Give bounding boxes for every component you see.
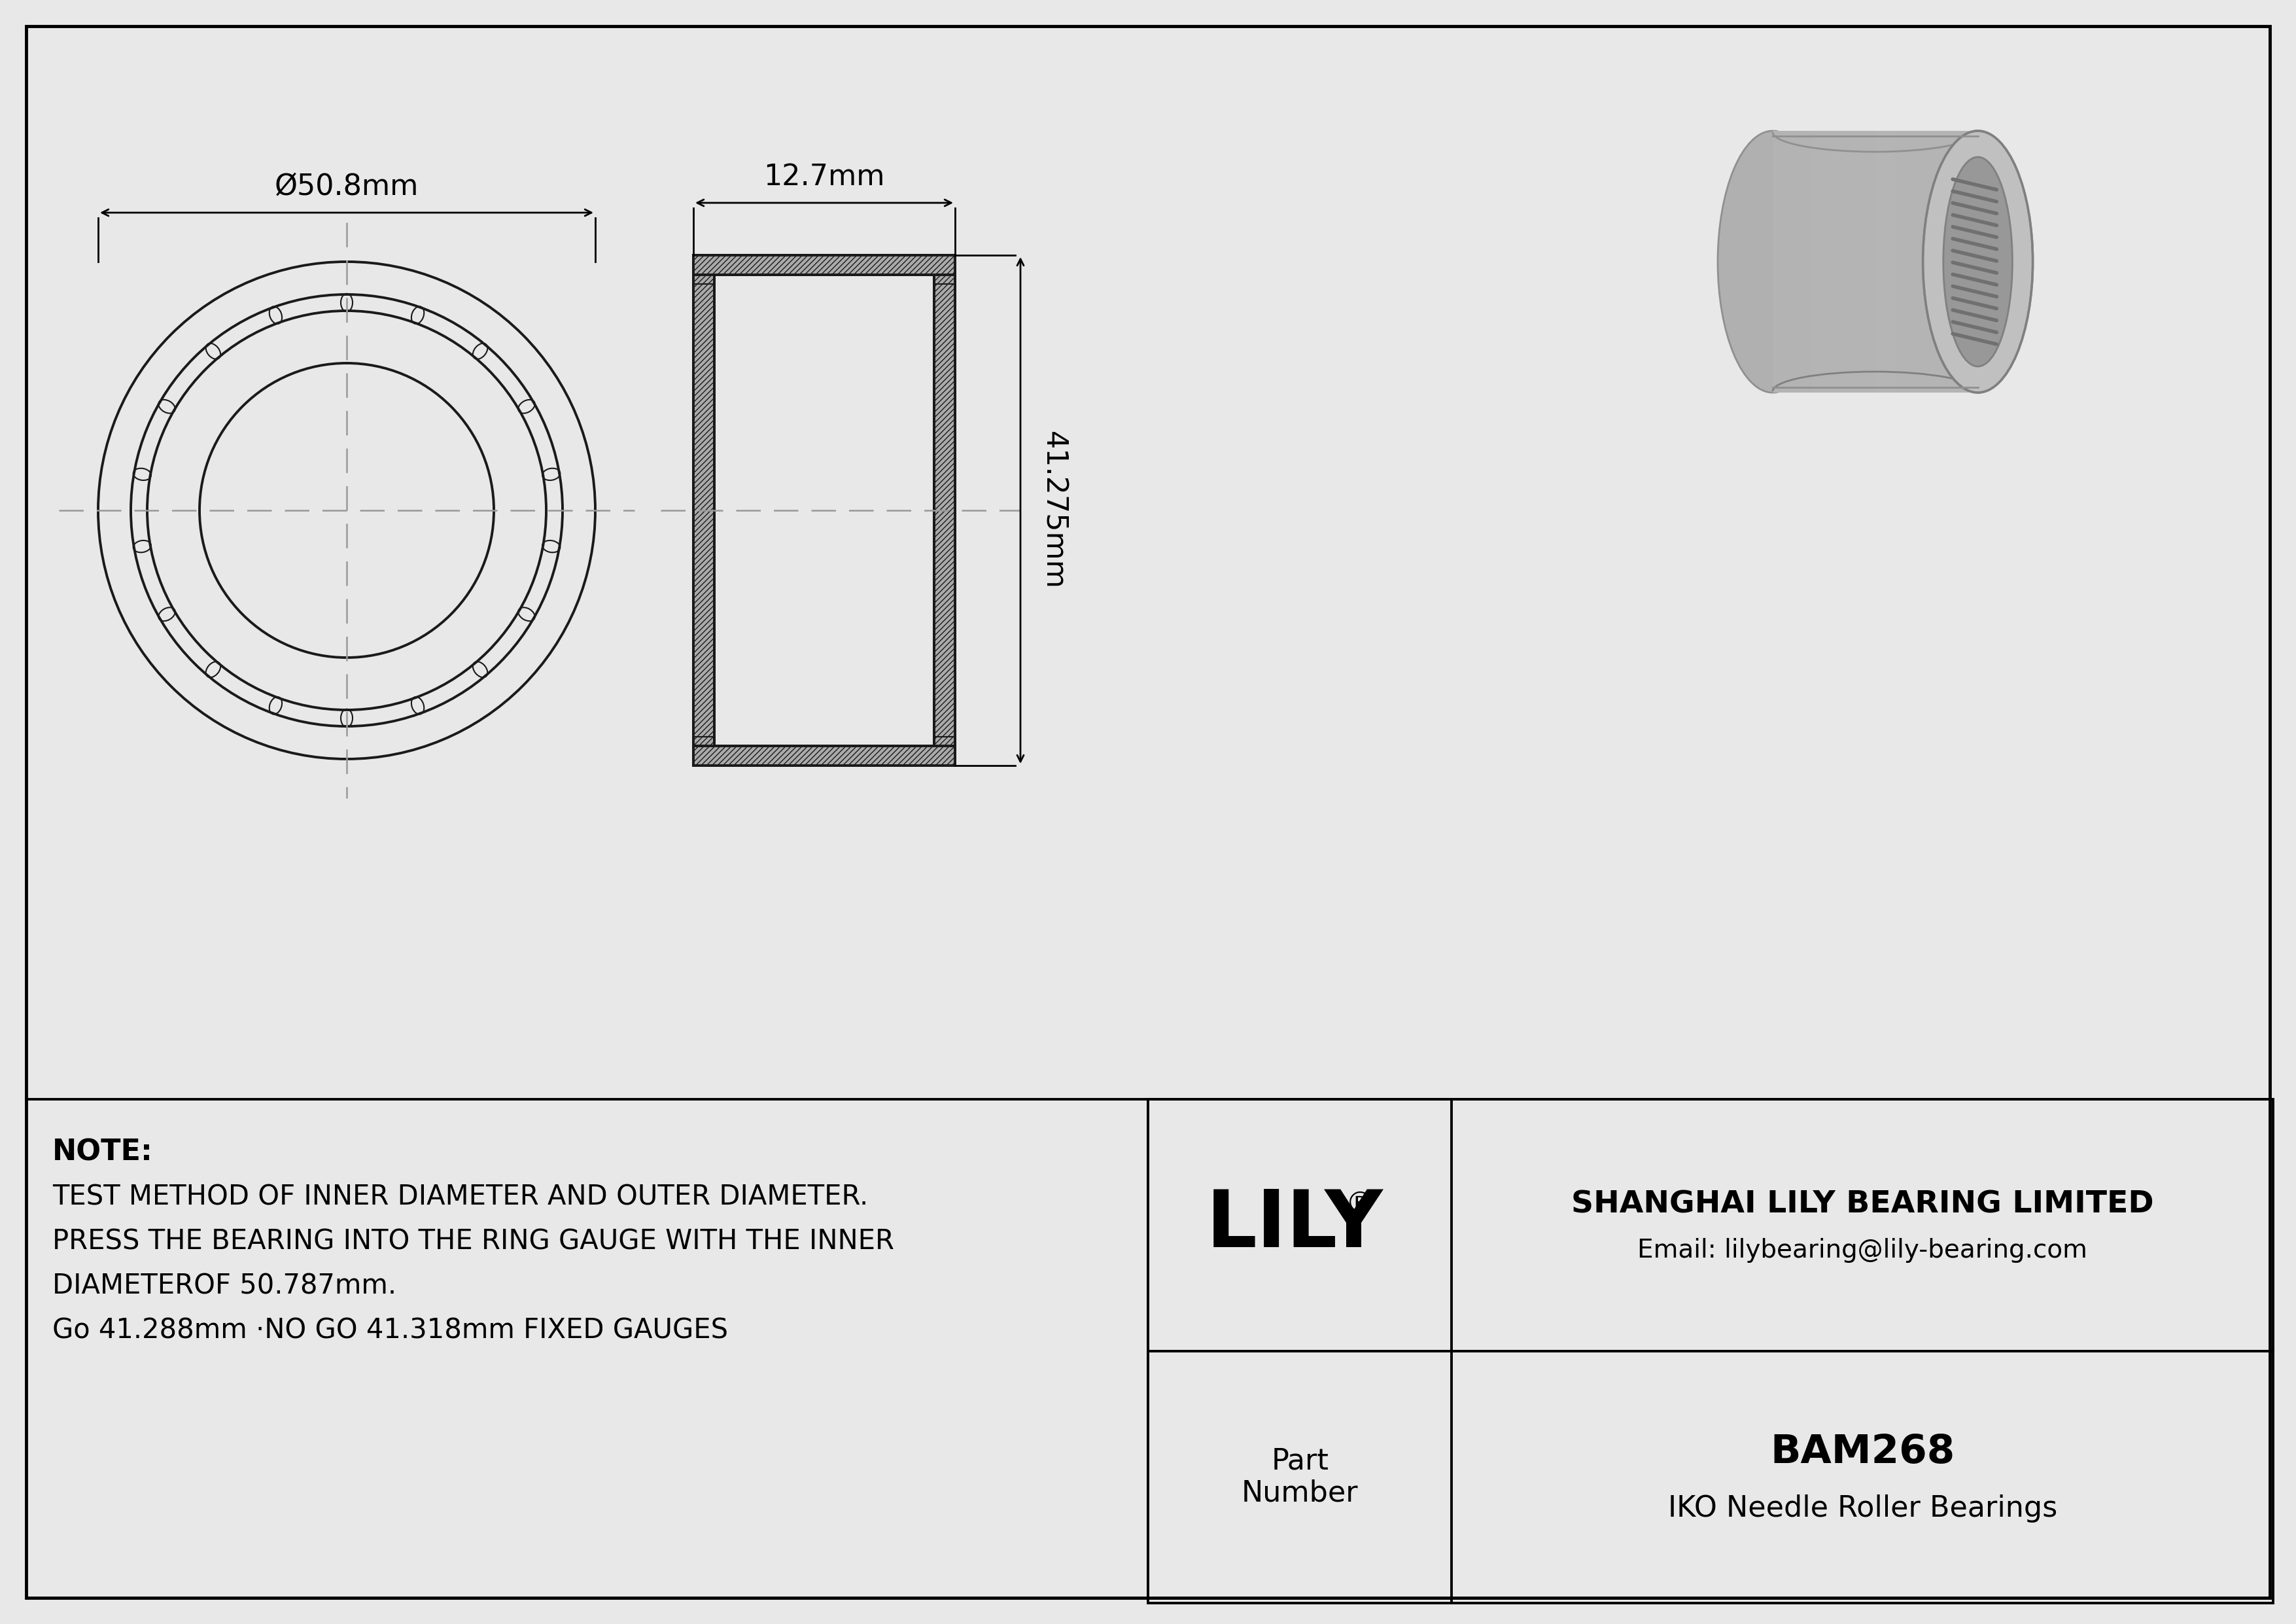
Bar <box>1835 132 1855 393</box>
Text: TEST METHOD OF INNER DIAMETER AND OUTER DIAMETER.: TEST METHOD OF INNER DIAMETER AND OUTER … <box>53 1182 868 1210</box>
Text: LILY: LILY <box>1205 1187 1382 1263</box>
Ellipse shape <box>1942 158 2011 367</box>
Bar <box>1956 132 1977 393</box>
Text: Ø50.8mm: Ø50.8mm <box>276 172 418 201</box>
Text: ®: ® <box>1345 1190 1375 1218</box>
Bar <box>693 255 955 274</box>
Bar <box>934 274 955 745</box>
Ellipse shape <box>1717 132 1828 393</box>
Bar <box>693 745 955 765</box>
Text: Part
Number: Part Number <box>1242 1447 1359 1507</box>
Bar <box>693 255 955 765</box>
Text: BAM268: BAM268 <box>1770 1432 1954 1471</box>
Text: IKO Needle Roller Bearings: IKO Needle Roller Bearings <box>1667 1494 2057 1523</box>
Bar <box>1876 132 1894 393</box>
Bar <box>1915 132 1936 393</box>
Bar <box>693 274 714 745</box>
Text: SHANGHAI LILY BEARING LIMITED: SHANGHAI LILY BEARING LIMITED <box>1570 1189 2154 1220</box>
Text: Email: lilybearing@lily-bearing.com: Email: lilybearing@lily-bearing.com <box>1637 1237 2087 1262</box>
Bar <box>1936 132 1956 393</box>
Text: NOTE:: NOTE: <box>53 1138 154 1166</box>
Text: PRESS THE BEARING INTO THE RING GAUGE WITH THE INNER: PRESS THE BEARING INTO THE RING GAUGE WI… <box>53 1228 893 1255</box>
Text: 41.275mm: 41.275mm <box>1038 432 1068 590</box>
Bar <box>1855 132 1876 393</box>
Bar <box>1148 1099 2273 1603</box>
Text: Go 41.288mm ·NO GO 41.318mm FIXED GAUGES: Go 41.288mm ·NO GO 41.318mm FIXED GAUGES <box>53 1317 728 1345</box>
Text: DIAMETEROF 50.787mm.: DIAMETEROF 50.787mm. <box>53 1272 397 1299</box>
Bar <box>1773 132 1793 393</box>
Ellipse shape <box>1922 132 2032 393</box>
Bar <box>1793 132 1814 393</box>
Text: 12.7mm: 12.7mm <box>765 162 884 192</box>
Bar <box>1773 132 1977 393</box>
Bar <box>1814 132 1835 393</box>
Bar <box>1894 132 1915 393</box>
